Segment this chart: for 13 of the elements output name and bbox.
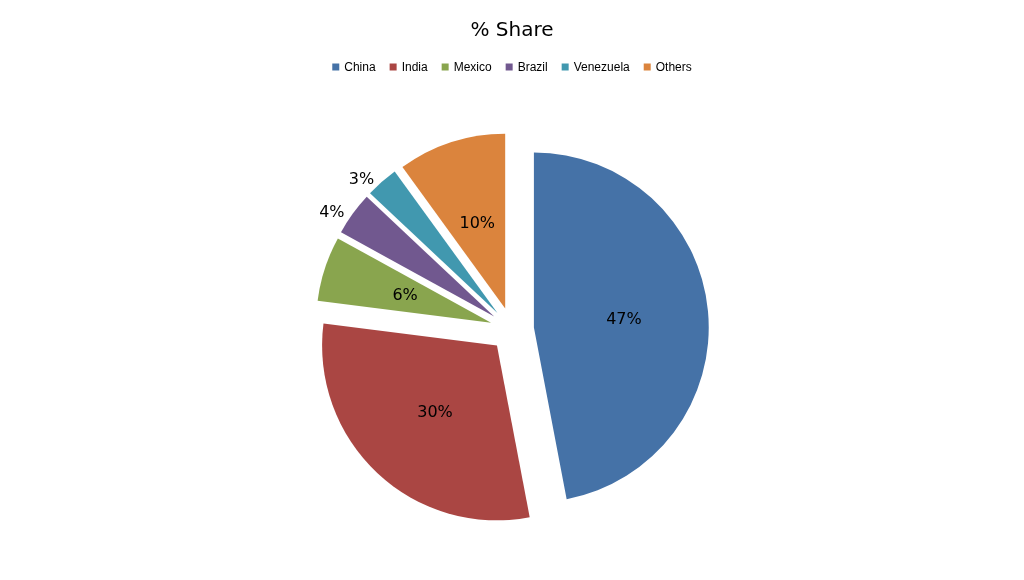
- data-label: 47%: [606, 309, 642, 329]
- data-label: 3%: [348, 169, 375, 189]
- legend-label: India: [401, 60, 428, 74]
- data-label: 30%: [417, 401, 453, 421]
- data-label: 10%: [459, 213, 496, 233]
- legend-label: Venezuela: [573, 60, 631, 74]
- legend-label: Others: [655, 60, 692, 74]
- data-label: 4%: [319, 201, 345, 221]
- legend-label: Brazil: [517, 60, 548, 74]
- legend-label: Mexico: [453, 60, 492, 74]
- data-label: 6%: [392, 285, 418, 305]
- chart-title: % Share: [470, 17, 554, 41]
- legend-label: China: [344, 60, 376, 74]
